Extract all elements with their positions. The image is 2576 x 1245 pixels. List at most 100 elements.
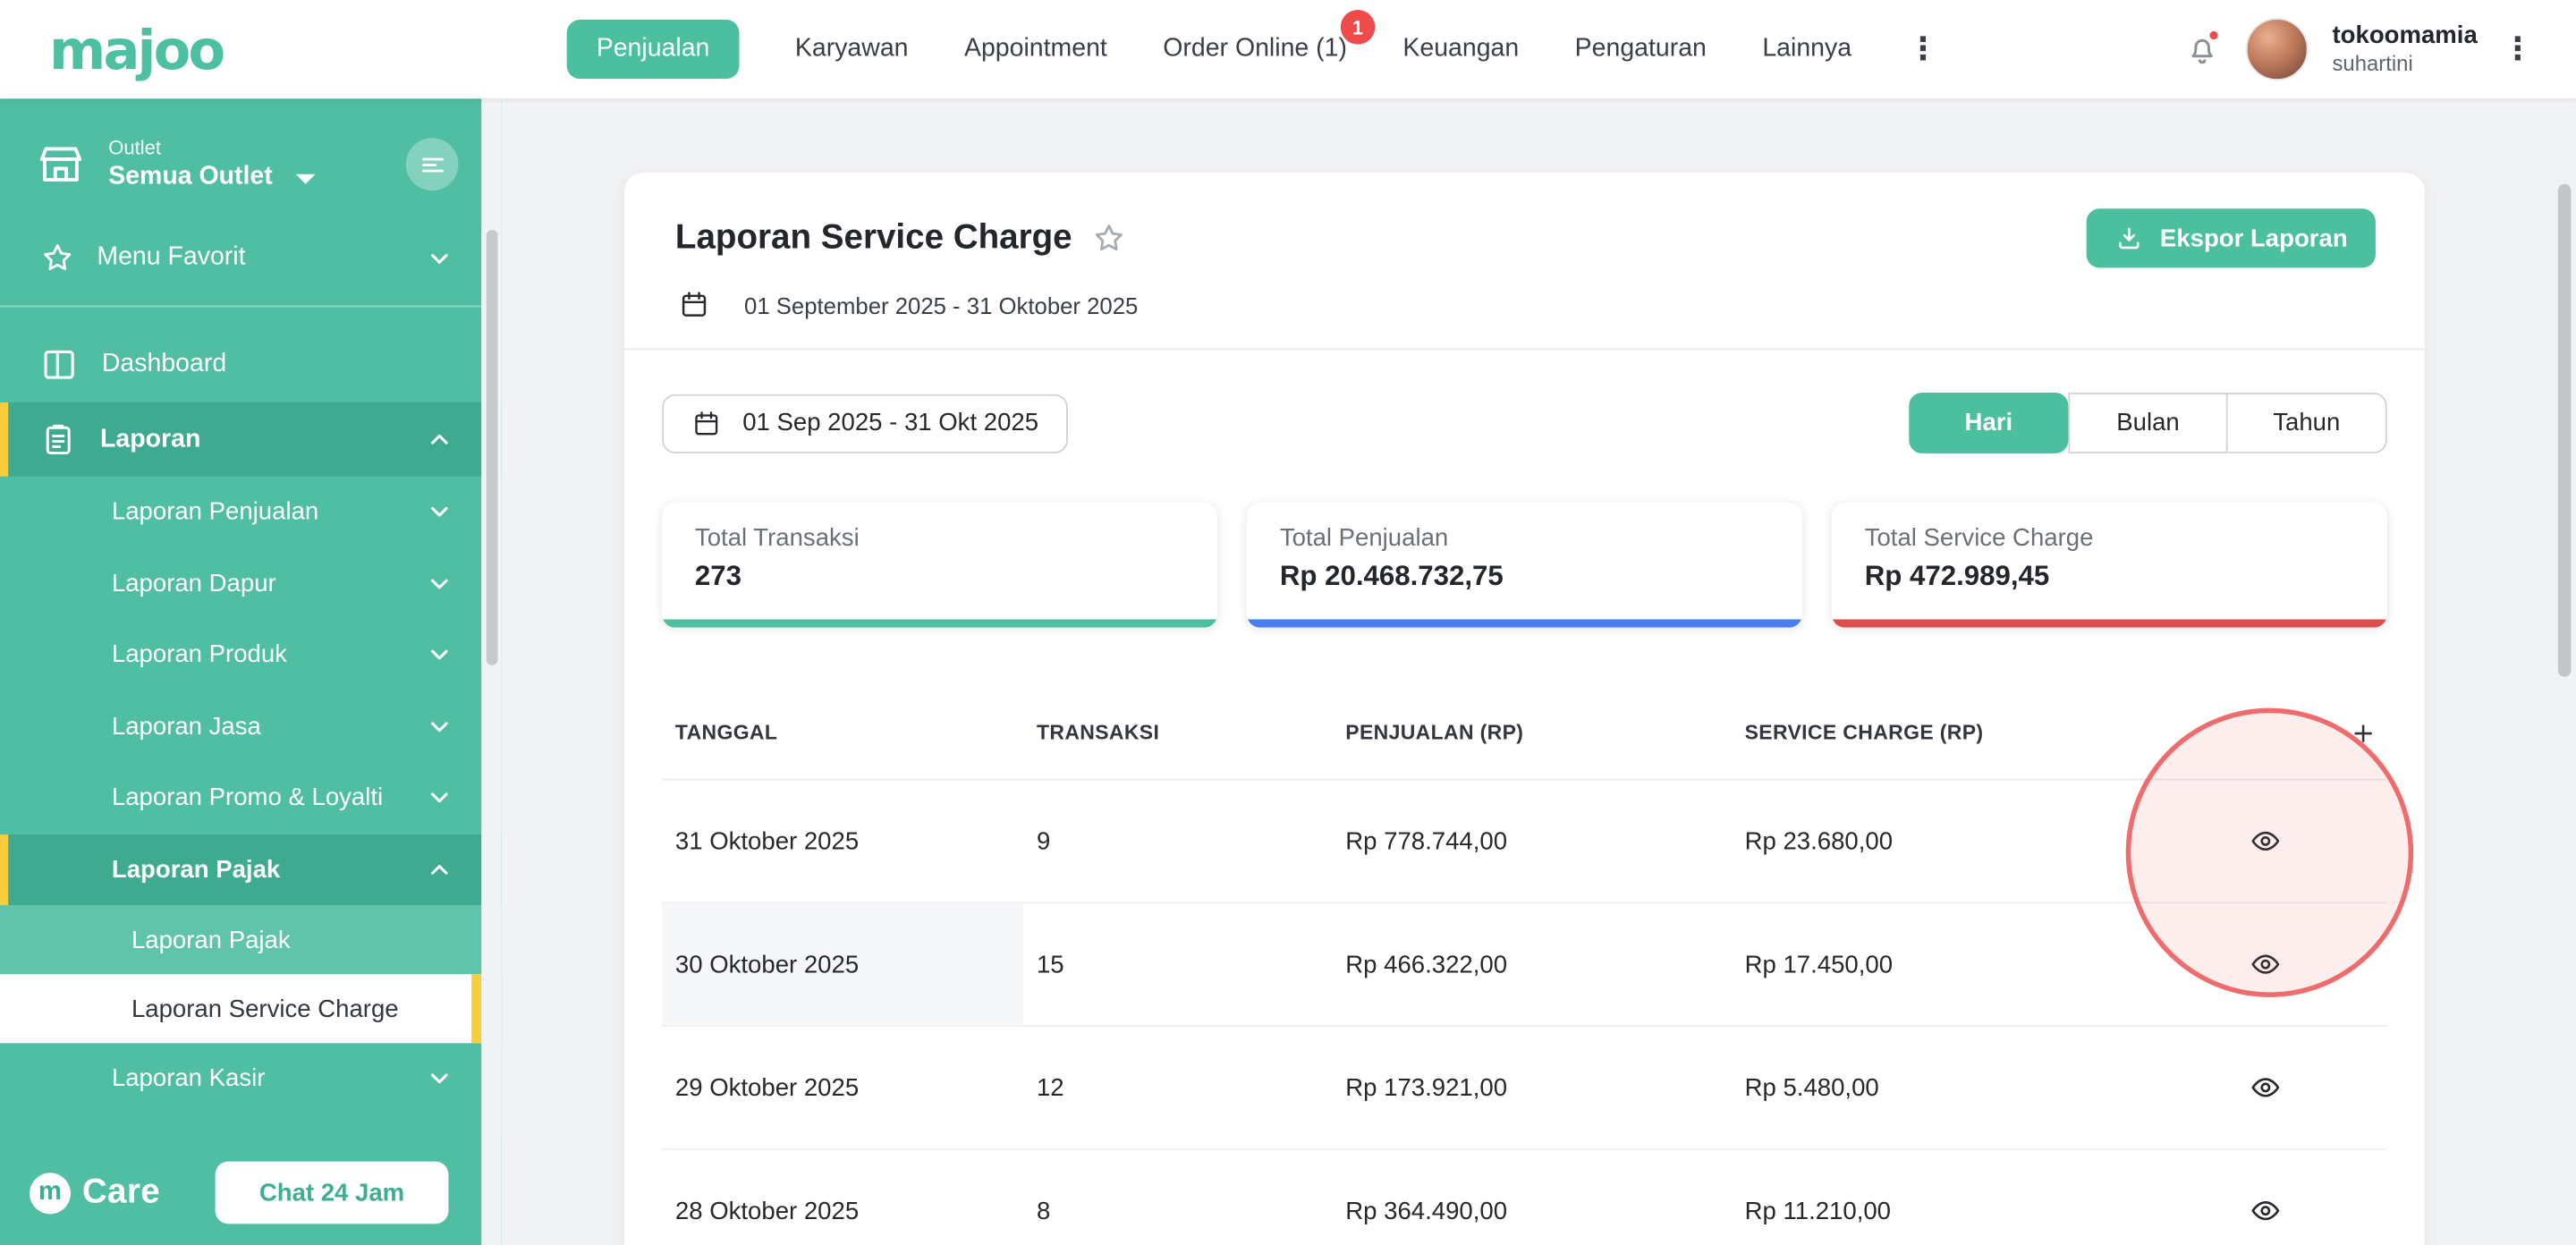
cell-penjualan: Rp 364.490,00 (1333, 1197, 1732, 1224)
sidebar-item-label: Laporan Penjualan (112, 498, 318, 526)
stat-accent-bar (662, 619, 1217, 627)
table-row: 28 Oktober 2025 8 Rp 364.490,00 Rp 11.21… (662, 1150, 2387, 1245)
stat-total-penjualan: Total Penjualan Rp 20.468.732,75 (1247, 503, 1802, 628)
outlet-selector[interactable]: Outlet Semua Outlet (0, 98, 501, 224)
mcare-circle-icon: m (30, 1173, 71, 1214)
period-toggle: Hari Bulan Tahun (1909, 393, 2386, 453)
chevron-down-icon (428, 1066, 453, 1091)
cell-service-charge: Rp 11.210,00 (1732, 1197, 2207, 1224)
stat-label: Total Service Charge (1865, 524, 2354, 552)
card-header: Laporan Service Charge Ekspor Laporan (624, 173, 2425, 268)
card-divider (624, 348, 2425, 350)
sidebar-item-menu-favorit[interactable]: Menu Favorit (0, 224, 501, 292)
date-range-text: 01 September 2025 - 31 Oktober 2025 (744, 292, 1138, 318)
stat-value: Rp 472.989,45 (1865, 560, 2354, 593)
sidebar-item-dashboard[interactable]: Dashboard (0, 327, 501, 402)
user-menu[interactable]: tokoomamia suhartini (2332, 21, 2477, 77)
nav-overflow-icon[interactable]: ⋮ (1908, 34, 1939, 65)
sidebar-item-label: Laporan Produk (112, 641, 287, 669)
sidebar-item-laporan-jasa[interactable]: Laporan Jasa (0, 690, 501, 762)
main-content: Laporan Service Charge Ekspor Laporan (501, 98, 2576, 1245)
outlet-label: Outlet (108, 136, 315, 161)
page-scrollbar-thumb[interactable] (2558, 184, 2572, 677)
column-header-penjualan: PENJUALAN (RP) (1333, 721, 1732, 744)
chat-24-jam-button[interactable]: Chat 24 Jam (216, 1162, 449, 1224)
sidebar-divider (0, 306, 501, 308)
store-icon (36, 140, 85, 189)
period-tab-bulan[interactable]: Bulan (2068, 393, 2227, 453)
sidebar-item-laporan[interactable]: Laporan (0, 402, 501, 477)
care-bar: m Care Chat 24 Jam (0, 1140, 501, 1245)
chevron-down-icon (428, 246, 453, 271)
app-window: majoo Penjualan Karyawan Appointment Ord… (0, 0, 2576, 1245)
top-right-controls: tokoomamia suhartini ⋮ (2182, 18, 2576, 80)
report-card: Laporan Service Charge Ekspor Laporan (624, 173, 2425, 1245)
cell-transaksi: 12 (1023, 1073, 1332, 1101)
sidebar-item-label: Laporan Promo & Loyalti (112, 784, 383, 812)
tab-appointment[interactable]: Appointment (964, 35, 1107, 64)
sidebar-item-laporan-pajak[interactable]: Laporan Pajak (0, 834, 501, 905)
chevron-up-icon (428, 857, 453, 882)
period-tab-tahun[interactable]: Tahun (2228, 393, 2387, 453)
export-report-button[interactable]: Ekspor Laporan (2086, 208, 2376, 267)
sidebar-item-laporan-dapur[interactable]: Laporan Dapur (0, 548, 501, 620)
table-header-row: TANGGAL TRANSAKSI PENJUALAN (RP) SERVICE… (662, 687, 2387, 781)
download-icon (2114, 224, 2143, 253)
outlet-value: Semua Outlet (108, 161, 273, 193)
profile-overflow-icon[interactable]: ⋮ (2502, 34, 2533, 65)
tab-lainnya[interactable]: Lainnya (1762, 35, 1852, 64)
dashboard-icon (39, 345, 79, 385)
chevron-down-icon (428, 643, 453, 668)
logo-area: majoo (0, 22, 501, 77)
stats-row: Total Transaksi 273 Total Penjualan Rp 2… (662, 503, 2387, 628)
sidebar-scrollbar-thumb[interactable] (486, 230, 497, 665)
stat-label: Total Transaksi (695, 524, 1184, 552)
chevron-down-icon (428, 785, 453, 810)
stat-accent-bar (1247, 619, 1802, 627)
sidebar-item-label: Laporan Kasir (112, 1065, 266, 1093)
chevron-down-icon (428, 500, 453, 525)
export-button-label: Ekspor Laporan (2160, 224, 2348, 252)
main-nav: Penjualan Karyawan Appointment Order Onl… (567, 20, 1939, 79)
stat-total-service-charge: Total Service Charge Rp 472.989,45 (1832, 503, 2387, 628)
chevron-down-icon (428, 715, 453, 740)
page-title: Laporan Service Charge (675, 218, 1072, 258)
tab-pengaturan[interactable]: Pengaturan (1575, 35, 1707, 64)
cell-penjualan: Rp 778.744,00 (1333, 827, 1732, 855)
period-tab-hari[interactable]: Hari (1909, 393, 2068, 453)
sidebar-toggle-button[interactable] (406, 138, 459, 191)
cell-tanggal: 31 Oktober 2025 (662, 827, 1023, 855)
date-range-picker[interactable]: 01 Sep 2025 - 31 Okt 2025 (662, 394, 1068, 453)
cell-tanggal: 28 Oktober 2025 (662, 1197, 1023, 1224)
view-detail-button[interactable] (2242, 1188, 2288, 1233)
report-table: TANGGAL TRANSAKSI PENJUALAN (RP) SERVICE… (662, 687, 2387, 1245)
sidebar-item-laporan-penjualan[interactable]: Laporan Penjualan (0, 477, 501, 548)
tab-karyawan[interactable]: Karyawan (795, 35, 909, 64)
sidebar-item-laporan-kasir[interactable]: Laporan Kasir (0, 1043, 501, 1114)
sidebar-item-laporan-produk[interactable]: Laporan Produk (0, 619, 501, 690)
sidebar-item-laporan-promo-loyalti[interactable]: Laporan Promo & Loyalti (0, 762, 501, 834)
majoo-logo[interactable]: majoo (49, 22, 501, 77)
cell-penjualan: Rp 173.921,00 (1333, 1073, 1732, 1101)
table-row: 29 Oktober 2025 12 Rp 173.921,00 Rp 5.48… (662, 1027, 2387, 1150)
column-header-service-charge: SERVICE CHARGE (RP) (1732, 721, 2207, 744)
chevron-down-icon (428, 572, 453, 597)
cell-penjualan: Rp 466.322,00 (1333, 951, 1732, 978)
sidebar-item-laporan-service-charge[interactable]: Laporan Service Charge (0, 974, 501, 1043)
sidebar-item-label: Menu Favorit (97, 243, 245, 273)
table-row: 30 Oktober 2025 15 Rp 466.322,00 Rp 17.4… (662, 903, 2387, 1027)
tab-keuangan[interactable]: Keuangan (1402, 35, 1519, 64)
tab-order-online[interactable]: Order Online (1) 1 (1163, 35, 1347, 64)
mcare-logo: m Care (30, 1173, 160, 1214)
tab-penjualan[interactable]: Penjualan (567, 20, 740, 79)
favorite-star-icon[interactable] (1090, 220, 1126, 256)
outlet-meta: Outlet Semua Outlet (108, 136, 315, 192)
column-header-transaksi: TRANSAKSI (1023, 721, 1332, 744)
notifications-button[interactable] (2182, 30, 2220, 68)
view-detail-button[interactable] (2242, 1064, 2288, 1110)
user-name: tokoomamia (2332, 21, 2477, 51)
cell-tanggal: 29 Oktober 2025 (662, 1073, 1023, 1101)
avatar[interactable] (2245, 18, 2308, 80)
cell-transaksi: 9 (1023, 827, 1332, 855)
sidebar-item-laporan-pajak-child[interactable]: Laporan Pajak (0, 905, 501, 974)
